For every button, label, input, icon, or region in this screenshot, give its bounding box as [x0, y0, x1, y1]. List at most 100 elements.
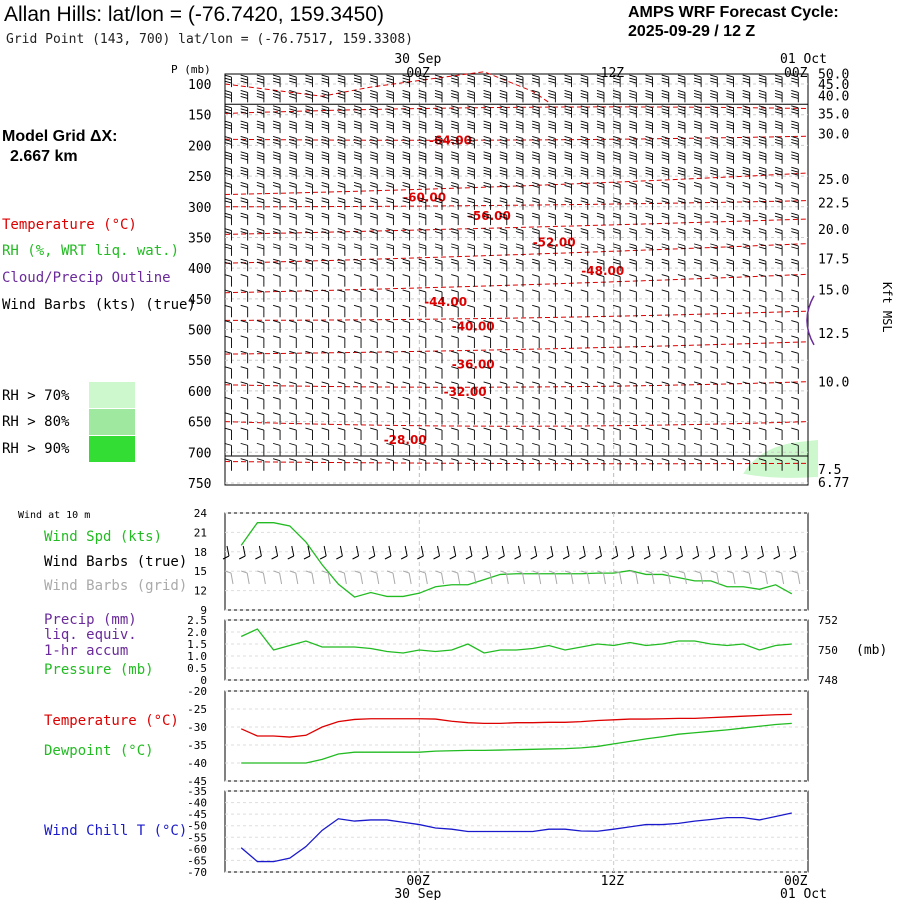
- wind-barb: [580, 274, 589, 287]
- wind-barb: [515, 274, 524, 287]
- wind-barb: [418, 304, 427, 318]
- wind-barb: [337, 442, 346, 456]
- wind-barb-grid: [678, 570, 687, 585]
- wind-barb: [774, 412, 783, 425]
- wind-barb: [532, 120, 540, 134]
- wind-barb: [742, 442, 751, 456]
- wind-barb: [467, 120, 475, 134]
- wind-barb: [240, 105, 249, 118]
- wind-barb: [240, 258, 249, 272]
- wind-barb: [272, 89, 281, 103]
- wind-barb: [677, 120, 686, 134]
- wind-barb: [402, 366, 411, 379]
- wind-barb: [693, 182, 702, 195]
- wind-barb: [467, 274, 475, 287]
- wind-barb: [677, 212, 686, 226]
- wind-barb: [256, 274, 265, 287]
- wind-barb: [305, 74, 313, 88]
- legend-lower-temperature: Temperature (°C): [44, 713, 179, 729]
- wind-barb: [305, 151, 313, 164]
- wind-barb: [240, 228, 249, 241]
- wind-barb-grid: [483, 570, 493, 585]
- wind-barb: [613, 396, 621, 410]
- wind-barb: [272, 228, 281, 241]
- wind-barb: [515, 427, 524, 441]
- wind-barb: [483, 74, 492, 88]
- wind-barb: [693, 350, 702, 364]
- wind-barb: [791, 304, 799, 318]
- wind-barb: [791, 458, 799, 471]
- wind-barb-true: [562, 545, 570, 560]
- wind-barb: [370, 258, 378, 272]
- legend-rh80: RH > 80%: [2, 414, 70, 430]
- wind-chill-ytick-label: -60: [187, 843, 207, 856]
- wind-barb: [370, 442, 378, 456]
- wind-barb: [742, 458, 751, 471]
- wind-barb: [791, 366, 799, 379]
- wind-barb: [629, 366, 637, 379]
- wind-barb: [693, 89, 702, 103]
- wind-barb: [386, 335, 394, 348]
- legend-wind-barbs: Wind Barbs (kts) (true): [2, 297, 196, 313]
- temperature-panel-frame: [224, 690, 809, 782]
- wind-barb: [726, 350, 734, 364]
- wind-barb: [240, 274, 249, 287]
- wind-barb: [596, 105, 605, 118]
- wind-barb: [564, 120, 573, 134]
- wind-barb: [499, 412, 508, 425]
- wind-barb: [353, 120, 362, 134]
- wind-barb: [353, 427, 362, 441]
- wind-barb: [726, 274, 734, 287]
- wind-barb: [613, 381, 621, 394]
- legend-wind-barbs-true: Wind Barbs (true): [44, 554, 188, 570]
- wind-barb-true: [708, 545, 716, 560]
- wind-barb: [677, 320, 686, 333]
- wind-barb: [532, 396, 540, 410]
- wind-barb: [645, 120, 653, 134]
- wind-barb: [483, 366, 492, 379]
- temperature-contour: [224, 381, 809, 388]
- wind-barb: [499, 442, 508, 456]
- wind-barb: [580, 197, 589, 210]
- wind-barb: [710, 120, 718, 134]
- wind-barb: [629, 289, 637, 302]
- wind-barb: [742, 212, 751, 226]
- wind-barb: [337, 166, 346, 180]
- legend-wind-spd: Wind Spd (kts): [44, 529, 163, 545]
- wind-barb: [240, 366, 249, 379]
- wind-barb: [402, 89, 411, 103]
- wind-barb: [677, 197, 686, 210]
- wind-barb: [240, 197, 249, 210]
- wind-barb: [256, 166, 265, 180]
- wind-barb: [451, 243, 459, 256]
- wind-barb: [386, 396, 394, 410]
- wind-barb: [402, 320, 411, 333]
- wind-barb: [483, 304, 492, 318]
- precip-ytick-label: 0: [200, 674, 207, 687]
- wind-barb: [613, 335, 621, 348]
- pressure-tick-label: 750: [188, 477, 211, 492]
- wind-barb: [418, 136, 427, 149]
- wind-barb: [548, 105, 556, 118]
- wind-barb: [580, 212, 589, 226]
- wind-barb: [224, 427, 232, 441]
- wind-barb: [515, 442, 524, 456]
- temperature-contour-label: -40.00: [452, 319, 495, 333]
- wind-barb: [353, 228, 362, 241]
- wind-barb: [645, 442, 653, 456]
- wind-barb: [402, 105, 411, 118]
- wind-barb: [321, 228, 330, 241]
- wind-barb: [499, 258, 508, 272]
- wind-barb: [272, 427, 281, 441]
- wind-barb: [272, 381, 281, 394]
- wind-barb: [418, 381, 427, 394]
- wind-barb: [337, 381, 346, 394]
- wind-barb: [402, 197, 411, 210]
- wind-barb: [467, 366, 475, 379]
- wind-barb: [434, 228, 443, 241]
- wind-barb: [613, 166, 621, 180]
- wind-barb: [224, 396, 232, 410]
- legend-pressure: Pressure (mb): [44, 662, 154, 678]
- temperature-contour: [224, 310, 809, 321]
- wind-barb: [613, 151, 621, 164]
